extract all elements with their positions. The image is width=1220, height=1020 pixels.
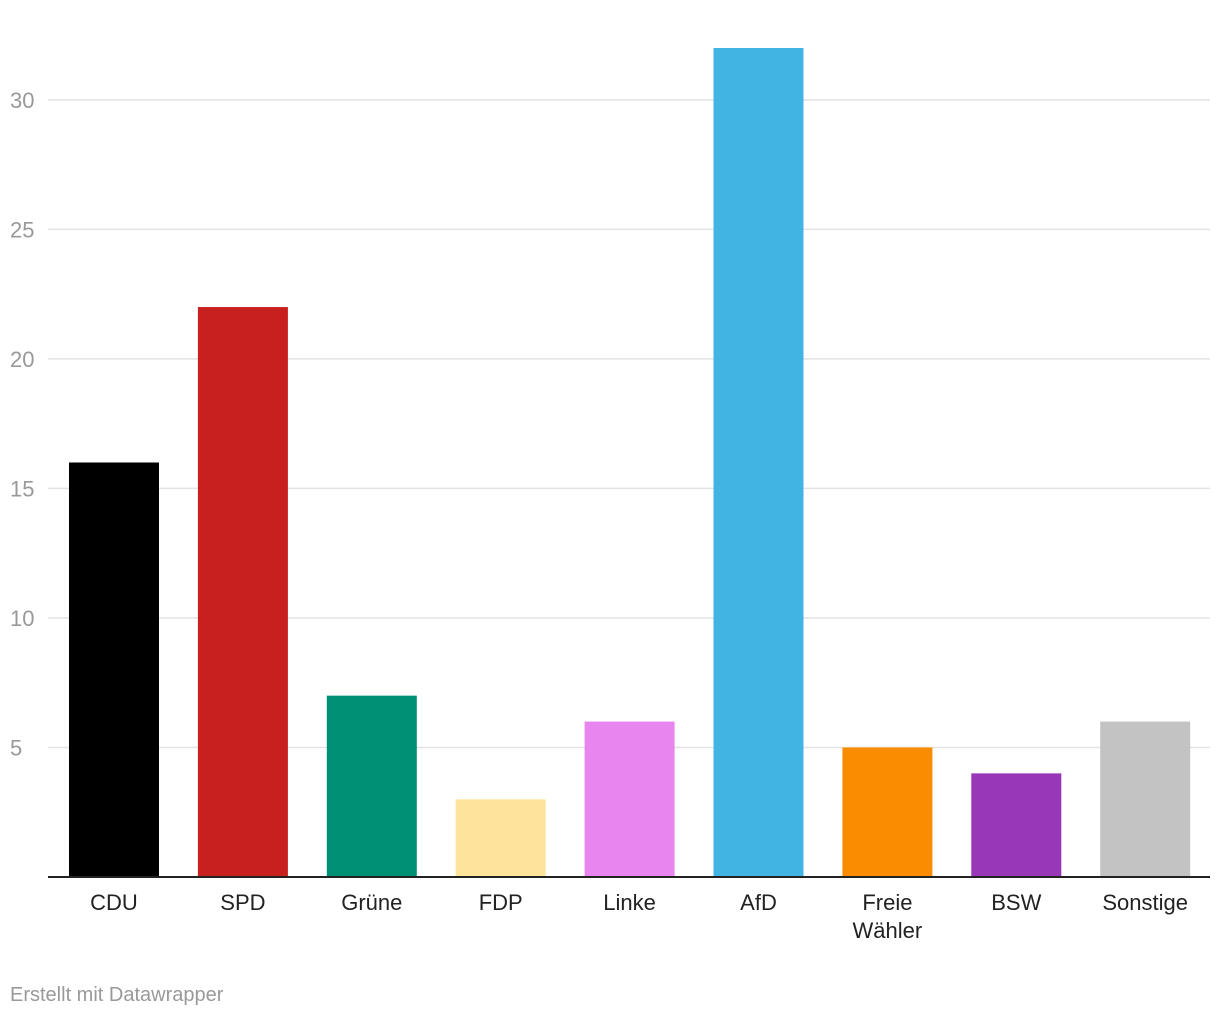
bar-spd [197,307,288,877]
bar-cdu [69,462,159,877]
x-category-label-line: BSW [991,890,1041,915]
x-category-label: Freie Wähler [853,890,923,943]
x-category-label: AfD [740,890,777,915]
y-tick-label: 30 [10,88,34,113]
x-category-label-line: Linke [603,890,656,915]
x-category-label: CDU [90,890,138,915]
x-category-label-line: CDU [90,890,138,915]
bar-bsw [971,773,1062,877]
x-category-label: SPD [220,890,265,915]
x-category-label: Grüne [341,890,402,915]
bar-linke [584,721,675,877]
x-category-label: Linke [603,890,656,915]
y-tick-label: 25 [10,217,34,242]
x-category-label-line: Grüne [341,890,402,915]
bar-gr-ne [326,695,417,877]
y-tick-label: 15 [10,476,34,501]
x-category-label: FDP [479,890,523,915]
bars [69,48,1191,877]
x-category-label-line: Wähler [853,918,923,943]
y-tick-label: 20 [10,347,34,372]
x-category-label-line: AfD [740,890,777,915]
bar-chart: 5 10 15 20 25 30 CDU SPD Grüne FDP Linke AfD Freie W… [10,48,1210,943]
x-category-label-line: Freie [862,890,912,915]
x-category-label-line: Sonstige [1102,890,1188,915]
bar-fdp [455,799,546,877]
x-category-label-line: SPD [220,890,265,915]
bar-sonstige [1100,721,1191,877]
x-axis-labels: CDU SPD Grüne FDP Linke AfD Freie Wähler BSW Sons… [90,890,1188,943]
bar-afd [713,48,804,877]
x-category-label-line: FDP [479,890,523,915]
datawrapper-credit[interactable]: Erstellt mit Datawrapper [10,984,224,1006]
x-category-label: BSW [991,890,1041,915]
y-axis-ticks: 5 10 15 20 25 30 [10,88,34,761]
y-tick-label: 10 [10,606,34,631]
x-category-label: Sonstige [1102,890,1188,915]
y-tick-label: 5 [10,735,22,760]
bar-freie-w-hler [842,747,933,877]
